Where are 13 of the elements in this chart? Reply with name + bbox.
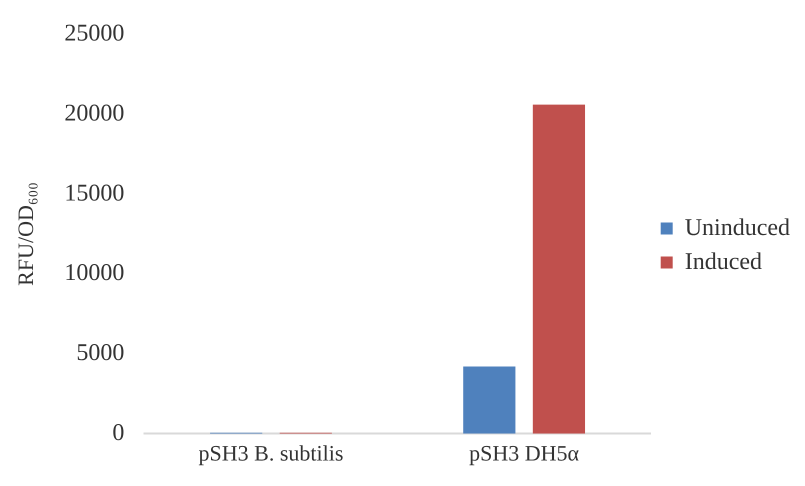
- y-axis-title: RFU/OD₆₀₀: [12, 182, 38, 286]
- y-tick-label: 10000: [64, 260, 124, 286]
- x-tick-label: pSH3 B. subtilis: [198, 440, 344, 466]
- y-tick-label: 25000: [64, 20, 124, 47]
- legend-label: Uninduced: [684, 214, 790, 241]
- y-tick-label: 20000: [64, 100, 124, 127]
- legend-label: Induced: [684, 248, 762, 275]
- bar: [532, 104, 586, 434]
- y-tick-label: 5000: [76, 340, 124, 366]
- y-tick-label: 15000: [64, 180, 124, 206]
- y-tick-label: 0: [112, 420, 124, 446]
- x-tick-label: pSH3 DH5α: [469, 440, 580, 466]
- bar: [463, 366, 516, 434]
